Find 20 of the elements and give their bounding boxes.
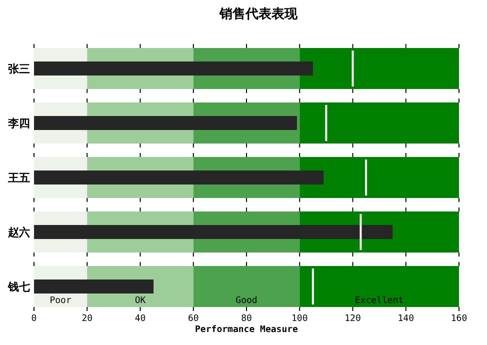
band-label: Good: [236, 296, 258, 306]
y-tick-label: 赵六: [7, 226, 30, 239]
band-label: OK: [134, 296, 146, 306]
x-tick-label: 120: [344, 314, 361, 324]
y-tick-label: 张三: [8, 62, 30, 76]
y-tick-label: 钱七: [7, 280, 30, 294]
x-tick-label: 20: [82, 314, 93, 324]
band-label: Poor: [50, 296, 72, 306]
band-label: Excellent: [354, 296, 404, 306]
x-tick-label: 0: [31, 314, 37, 324]
x-tick-label: 40: [134, 314, 146, 324]
x-tick-label: 100: [291, 314, 308, 324]
y-tick-label: 李四: [7, 117, 30, 130]
x-tick-label: 80: [241, 314, 252, 324]
y-tick-label: 王五: [7, 172, 30, 184]
x-tick-label: 160: [450, 314, 468, 324]
x-tick-label: 140: [398, 314, 414, 324]
x-axis-title: Performance Measure: [195, 325, 299, 335]
chart-title: 销售代表表现: [218, 7, 298, 22]
x-tick-label: 60: [188, 314, 199, 324]
